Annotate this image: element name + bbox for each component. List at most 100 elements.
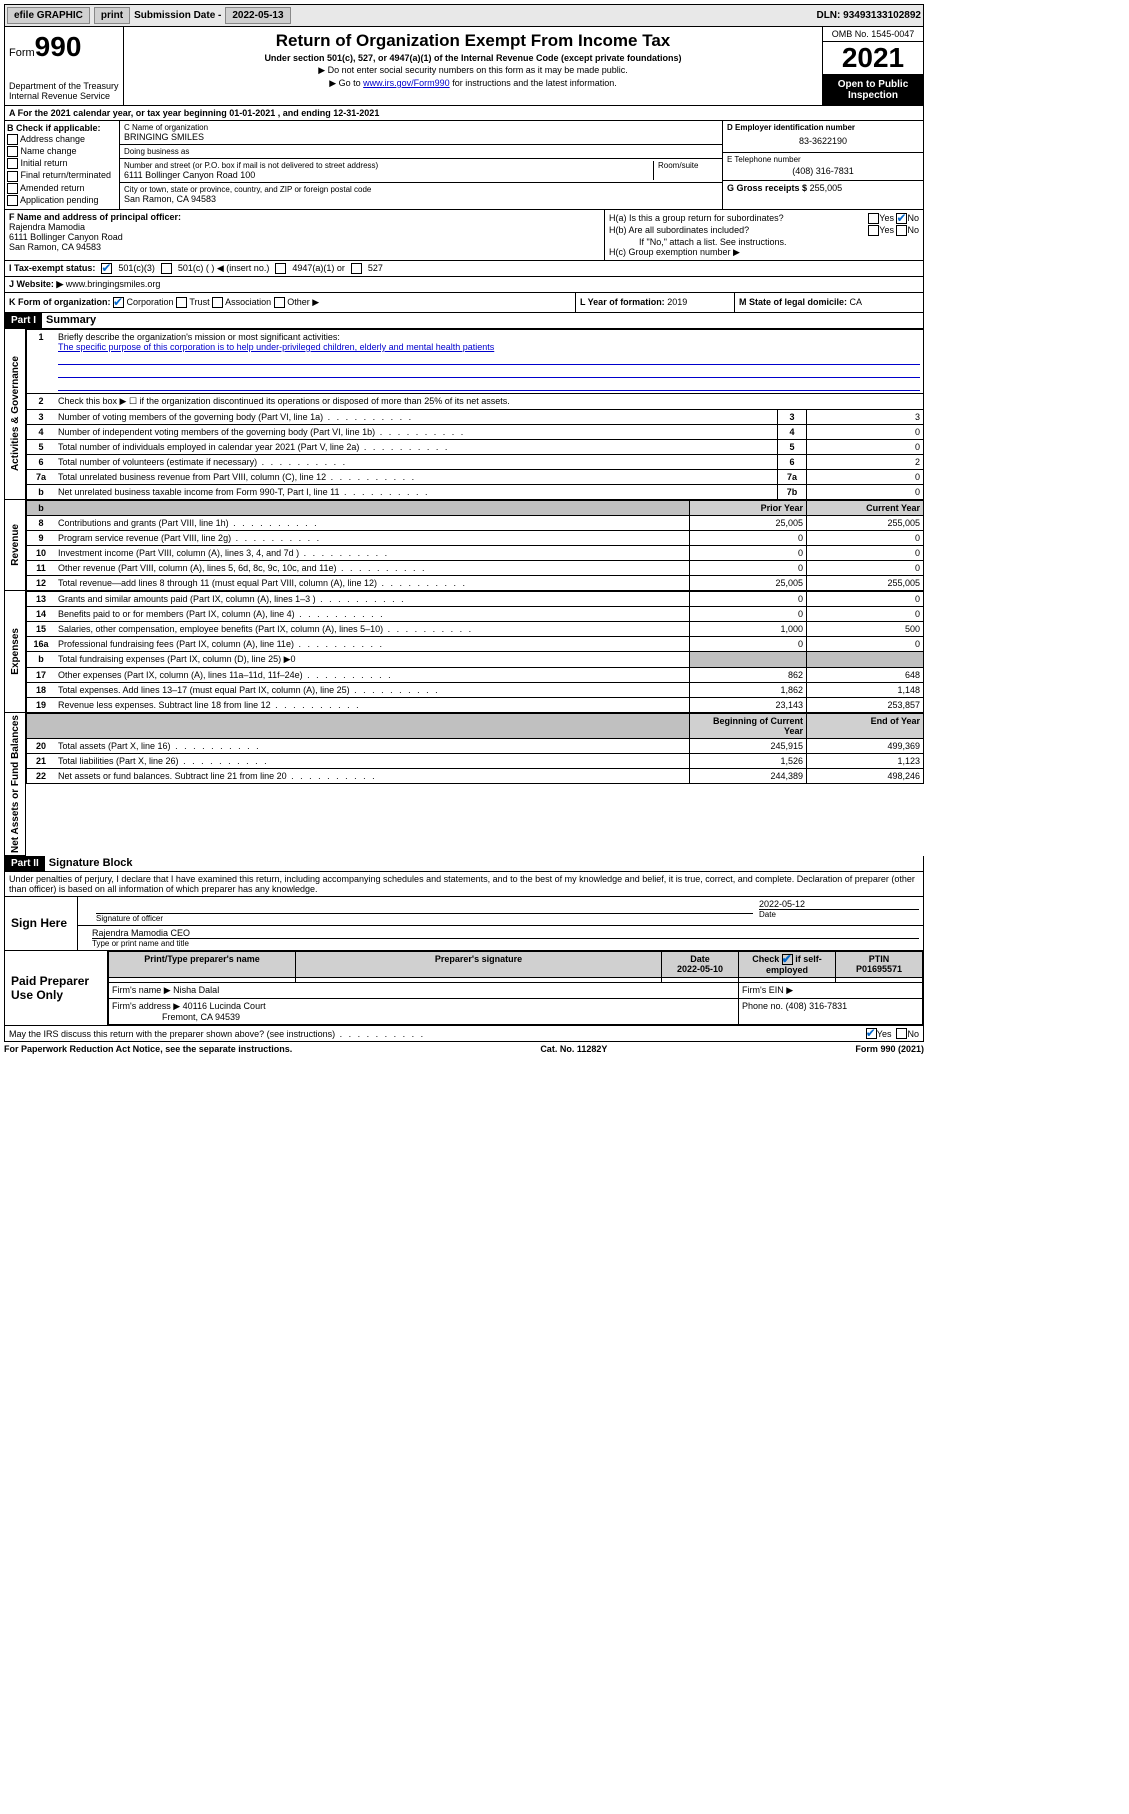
hb-yes-checkbox[interactable] (868, 225, 879, 236)
row-i: I Tax-exempt status: 501(c)(3) 501(c) ( … (4, 261, 924, 277)
sign-here-section: Sign Here Signature of officer 2022-05-1… (4, 897, 924, 951)
efile-button[interactable]: efile GRAPHIC (7, 7, 90, 24)
i-501c-checkbox[interactable] (161, 263, 172, 274)
irs-label: Internal Revenue Service (9, 91, 119, 101)
row-a-period: A For the 2021 calendar year, or tax yea… (4, 106, 924, 121)
k-trust-checkbox[interactable] (176, 297, 187, 308)
prior-value: 0 (690, 545, 807, 560)
hc-label: H(c) Group exemption number ▶ (609, 247, 919, 258)
b-label: B Check if applicable: (7, 123, 117, 133)
table-row: Contributions and grants (Part VIII, lin… (55, 515, 690, 530)
b-checkbox[interactable] (7, 146, 18, 157)
current-value: 498,246 (807, 768, 924, 783)
b-checkbox[interactable] (7, 134, 18, 145)
i-4947-checkbox[interactable] (275, 263, 286, 274)
street-value: 6111 Bollinger Canyon Road 100 (124, 170, 653, 180)
table-row: Number of independent voting members of … (55, 424, 778, 439)
k-assoc-checkbox[interactable] (212, 297, 223, 308)
i-527-checkbox[interactable] (351, 263, 362, 274)
current-value: 0 (807, 591, 924, 606)
table-row: Professional fundraising fees (Part IX, … (55, 636, 690, 651)
table-row: Total number of individuals employed in … (55, 439, 778, 454)
prior-value: 1,526 (690, 753, 807, 768)
current-value: 0 (807, 560, 924, 575)
hdr-current: Current Year (807, 500, 924, 515)
sig-date-label: Date (759, 909, 919, 919)
prior-value: 244,389 (690, 768, 807, 783)
i-501c3-checkbox[interactable] (101, 263, 112, 274)
footer-right: Form 990 (2021) (855, 1044, 924, 1054)
table-row: Program service revenue (Part VIII, line… (55, 530, 690, 545)
print-button[interactable]: print (94, 7, 130, 24)
prior-value: 25,005 (690, 575, 807, 590)
table-row: Net unrelated business taxable income fr… (55, 484, 778, 499)
f-label: F Name and address of principal officer: (9, 212, 600, 222)
ha-no-checkbox[interactable] (896, 213, 907, 224)
officer-name: Rajendra Mamodia (9, 222, 600, 232)
footer-mid: Cat. No. 11282Y (292, 1044, 855, 1054)
table-row: Net assets or fund balances. Subtract li… (55, 768, 690, 783)
side-activities: Activities & Governance (8, 354, 23, 473)
k-other-checkbox[interactable] (274, 297, 285, 308)
self-employed-checkbox[interactable] (782, 954, 793, 965)
current-value: 0 (807, 606, 924, 621)
dln-label: DLN: 93493133102892 (816, 10, 921, 21)
section-activities: Activities & Governance 1 Briefly descri… (4, 329, 924, 500)
section-netassets: Net Assets or Fund Balances Beginning of… (4, 713, 924, 856)
hb-note: If "No," attach a list. See instructions… (609, 237, 919, 247)
current-value: 648 (807, 667, 924, 682)
discuss-row: May the IRS discuss this return with the… (4, 1026, 924, 1042)
firm-name: Nisha Dalal (173, 985, 219, 995)
prior-value: 0 (690, 606, 807, 621)
dept-label: Department of the Treasury (9, 81, 119, 91)
hb-no-checkbox[interactable] (896, 225, 907, 236)
current-value: 1,123 (807, 753, 924, 768)
j-label: J Website: ▶ (9, 279, 63, 289)
officer-typed-name: Rajendra Mamodia CEO (92, 928, 919, 939)
submission-date: 2022-05-13 (225, 7, 290, 24)
prior-value: 245,915 (690, 738, 807, 753)
b-checkbox[interactable] (7, 158, 18, 169)
officer-addr1: 6111 Bollinger Canyon Road (9, 232, 600, 242)
part2-label: Part II (5, 856, 45, 871)
b-checkbox[interactable] (7, 171, 18, 182)
part1-header: Part I Summary (4, 313, 924, 329)
current-value: 0 (807, 530, 924, 545)
prior-value: 0 (690, 636, 807, 651)
current-value: 500 (807, 621, 924, 636)
discuss-no-checkbox[interactable] (896, 1028, 907, 1039)
submission-label: Submission Date - (134, 10, 221, 21)
penalty-text: Under penalties of perjury, I declare th… (4, 872, 924, 897)
hdr-begin: Beginning of Current Year (690, 713, 807, 738)
ha-label: H(a) Is this a group return for subordin… (609, 213, 868, 223)
dba-label: Doing business as (124, 147, 718, 156)
prior-value: 23,143 (690, 697, 807, 712)
prior-value: 0 (690, 560, 807, 575)
pp-h5: PTINP01695571 (836, 951, 923, 977)
b-checkbox[interactable] (7, 183, 18, 194)
table-row: Total revenue—add lines 8 through 11 (mu… (55, 575, 690, 590)
current-value: 255,005 (807, 575, 924, 590)
k-corp-checkbox[interactable] (113, 297, 124, 308)
table-row: Investment income (Part VIII, column (A)… (55, 545, 690, 560)
prior-value: 1,000 (690, 621, 807, 636)
value-cell: 0 (807, 469, 924, 484)
omb-number: OMB No. 1545-0047 (823, 27, 923, 42)
current-value: 1,148 (807, 682, 924, 697)
irs-link[interactable]: www.irs.gov/Form990 (363, 78, 450, 88)
pp-h1: Print/Type preparer's name (109, 951, 296, 977)
discuss-q: May the IRS discuss this return with the… (9, 1029, 866, 1039)
hdr-prior: Prior Year (690, 500, 807, 515)
open-inspection: Open to Public Inspection (823, 75, 923, 105)
hb-label: H(b) Are all subordinates included? (609, 225, 868, 235)
l16b: Total fundraising expenses (Part IX, col… (55, 651, 690, 667)
form-number: Form990 (9, 31, 119, 63)
sig-officer-label: Signature of officer (96, 914, 753, 923)
phone-value: (408) 316-7831 (727, 164, 919, 178)
b-checkbox[interactable] (7, 195, 18, 206)
pp-h2: Preparer's signature (296, 951, 662, 977)
ha-yes-checkbox[interactable] (868, 213, 879, 224)
table-row: Total number of volunteers (estimate if … (55, 454, 778, 469)
discuss-yes-checkbox[interactable] (866, 1028, 877, 1039)
value-cell: 0 (807, 439, 924, 454)
